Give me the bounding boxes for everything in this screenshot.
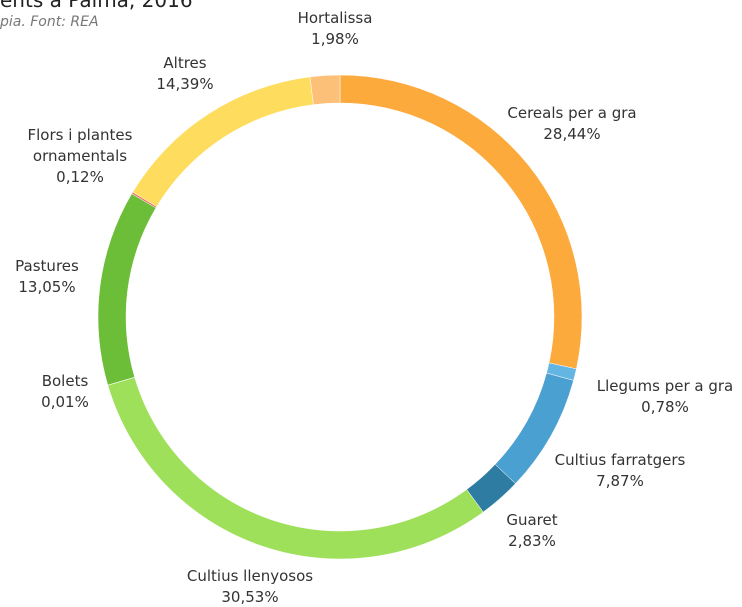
slice-value: 28,44% — [543, 125, 601, 143]
slice-name: Hortalissa — [297, 9, 373, 27]
slice-label: Cultius llenyosos 30,53% — [187, 566, 313, 607]
slice-name: Altres — [163, 54, 207, 72]
slice-value: 0,78% — [641, 398, 689, 416]
slice-value: 0,01% — [41, 393, 89, 411]
slice-label: Altres 14,39% — [156, 53, 213, 95]
slice-value: 30,53% — [221, 588, 279, 606]
slice-name: Cultius farratgers — [554, 451, 686, 469]
slice-name: Bolets — [41, 372, 89, 390]
slice-name: Llegums per a gra — [596, 377, 734, 395]
donut-slice — [132, 76, 314, 207]
slice-label: Cultius farratgers 7,87% — [555, 450, 686, 492]
slice-label: Flors i plantes ornamentals 0,12% — [10, 125, 150, 188]
slice-name: Cultius llenyosos — [186, 567, 314, 585]
chart-subtitle: pia. Font: REA — [0, 14, 99, 30]
slice-name: Flors i plantes ornamentals — [27, 126, 133, 165]
chart-title: ents a Palma, 2016 — [0, 0, 193, 12]
donut-slice — [97, 193, 157, 386]
slice-label: Llegums per a gra 0,78% — [597, 376, 734, 418]
slice-name: Cereals per a gra — [507, 104, 637, 122]
slice-label: Hortalissa 1,98% — [298, 8, 373, 50]
slice-value: 1,98% — [311, 30, 359, 48]
slice-label: Pastures 13,05% — [15, 256, 79, 298]
slice-label: Guaret 2,83% — [506, 510, 557, 552]
slice-value: 0,12% — [56, 168, 104, 186]
slice-label: Cereals per a gra 28,44% — [507, 103, 636, 145]
donut-slice — [107, 377, 484, 560]
slice-name: Guaret — [506, 511, 558, 529]
slice-name: Pastures — [15, 257, 79, 275]
slice-label: Bolets 0,01% — [41, 371, 89, 413]
slice-value: 13,05% — [18, 278, 76, 296]
slice-value: 2,83% — [508, 532, 556, 550]
slice-value: 14,39% — [156, 75, 214, 93]
slice-value: 7,87% — [596, 472, 644, 490]
donut-slice — [309, 74, 341, 105]
